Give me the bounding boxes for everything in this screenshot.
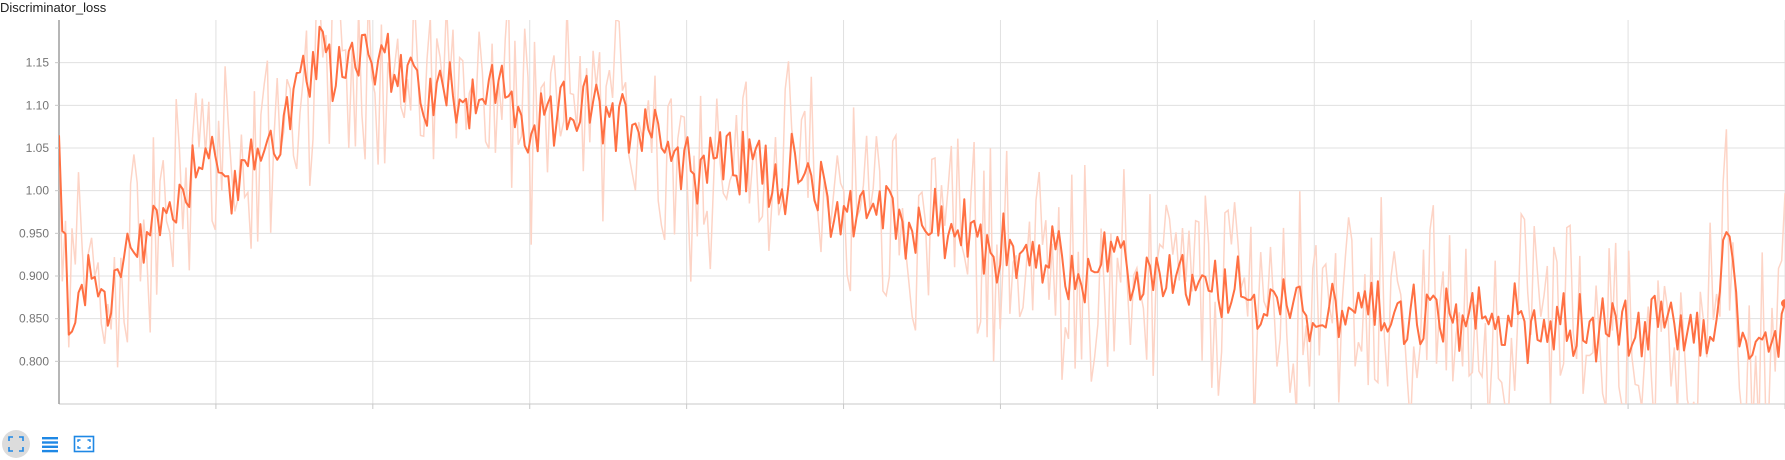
toggle-log-scale-button[interactable] bbox=[36, 430, 64, 458]
y-tick-label: 1.05 bbox=[26, 141, 50, 155]
expand-chart-button[interactable] bbox=[70, 430, 98, 458]
fit-domain-icon bbox=[8, 436, 24, 452]
chart-grid bbox=[59, 20, 1785, 404]
chart-axes bbox=[58, 20, 1785, 405]
line-chart[interactable]: 0.800 0.850 0.900 0.950 1.00 1.05 1.10 1.15 bbox=[0, 0, 1785, 410]
y-tick-label: 0.800 bbox=[19, 354, 49, 368]
series-end-marker bbox=[1781, 299, 1785, 308]
y-tick-label: 1.15 bbox=[26, 56, 50, 70]
smoothed-series-group bbox=[59, 25, 1785, 365]
raw-series-group bbox=[59, 20, 1785, 404]
list-icon bbox=[42, 437, 58, 453]
y-tick-label: 0.900 bbox=[19, 269, 49, 283]
chart-title: Discriminator_loss bbox=[0, 0, 107, 15]
y-tick-label: 0.850 bbox=[19, 312, 49, 326]
y-axis-ticks: 0.800 0.850 0.900 0.950 1.00 1.05 1.10 1.15 bbox=[19, 56, 1785, 409]
raw-series-line bbox=[59, 20, 1785, 404]
y-tick-label: 1.10 bbox=[26, 98, 50, 112]
fullscreen-icon bbox=[73, 435, 95, 453]
y-tick-label: 0.950 bbox=[19, 226, 49, 240]
y-tick-label: 1.00 bbox=[26, 184, 50, 198]
fit-domain-button[interactable] bbox=[2, 430, 30, 458]
chart-toolbar bbox=[2, 428, 98, 460]
smoothed-series-line bbox=[59, 25, 1785, 365]
